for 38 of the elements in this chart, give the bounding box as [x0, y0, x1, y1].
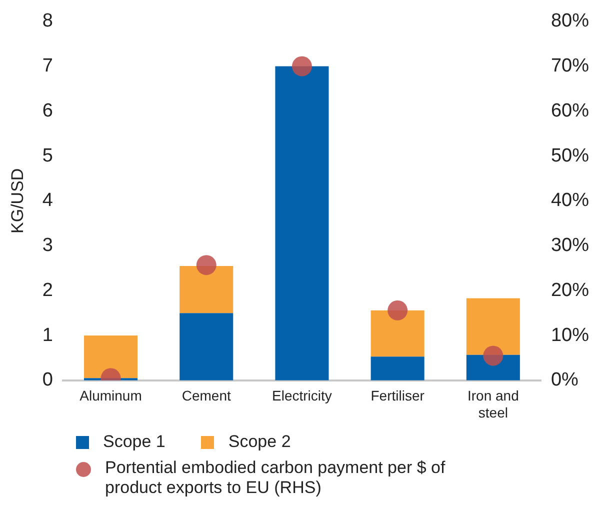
y2-tick-label: 50%: [550, 145, 590, 166]
y2-tick-label: 10%: [550, 324, 590, 346]
y-tick-label: 8: [42, 10, 53, 32]
point: [483, 346, 504, 366]
bar: [370, 310, 424, 357]
y2-tick-label: 60%: [550, 100, 590, 122]
bar: [466, 298, 520, 355]
y-tick-label: 0: [42, 370, 53, 391]
y2-tick-label: 20%: [550, 280, 590, 301]
x-tick-label: Fertiliser: [370, 388, 425, 404]
x-tick-label: Electricity: [272, 388, 332, 404]
y-tick-label: 3: [42, 235, 53, 256]
y2-tick-label: 70%: [550, 56, 590, 77]
point: [196, 255, 216, 276]
y-tick-label: 2: [42, 280, 53, 301]
y-tick-label: 5: [42, 145, 53, 166]
y2-tick-label: 0%: [550, 370, 579, 391]
y-axis-title: KG/USD: [8, 168, 27, 234]
bar: [275, 66, 329, 380]
bar: [180, 266, 234, 314]
y2-tick-label: 80%: [550, 10, 590, 32]
bar: [370, 356, 424, 380]
y-tick-label: 6: [42, 100, 53, 122]
point: [292, 56, 312, 76]
legend-label: Scope 1: [103, 432, 166, 452]
y-tick-label: 4: [42, 190, 54, 212]
x-tick-label: Aluminum: [80, 388, 142, 404]
y2-tick-label: 30%: [550, 235, 590, 256]
legend-label: Scope 2: [228, 432, 291, 452]
x-tick-label: Cement: [182, 388, 231, 404]
bar: [180, 313, 234, 380]
legend-label: Portential embodied carbon payment per $ of product exports to EU (RHS): [105, 458, 446, 498]
y2-tick-label: 40%: [550, 190, 590, 212]
y-tick-label: 1: [42, 324, 53, 346]
y-tick-label: 7: [42, 56, 53, 77]
point: [388, 300, 408, 320]
bar: [84, 336, 138, 378]
x-tick-label: Iron and steel: [467, 388, 519, 420]
